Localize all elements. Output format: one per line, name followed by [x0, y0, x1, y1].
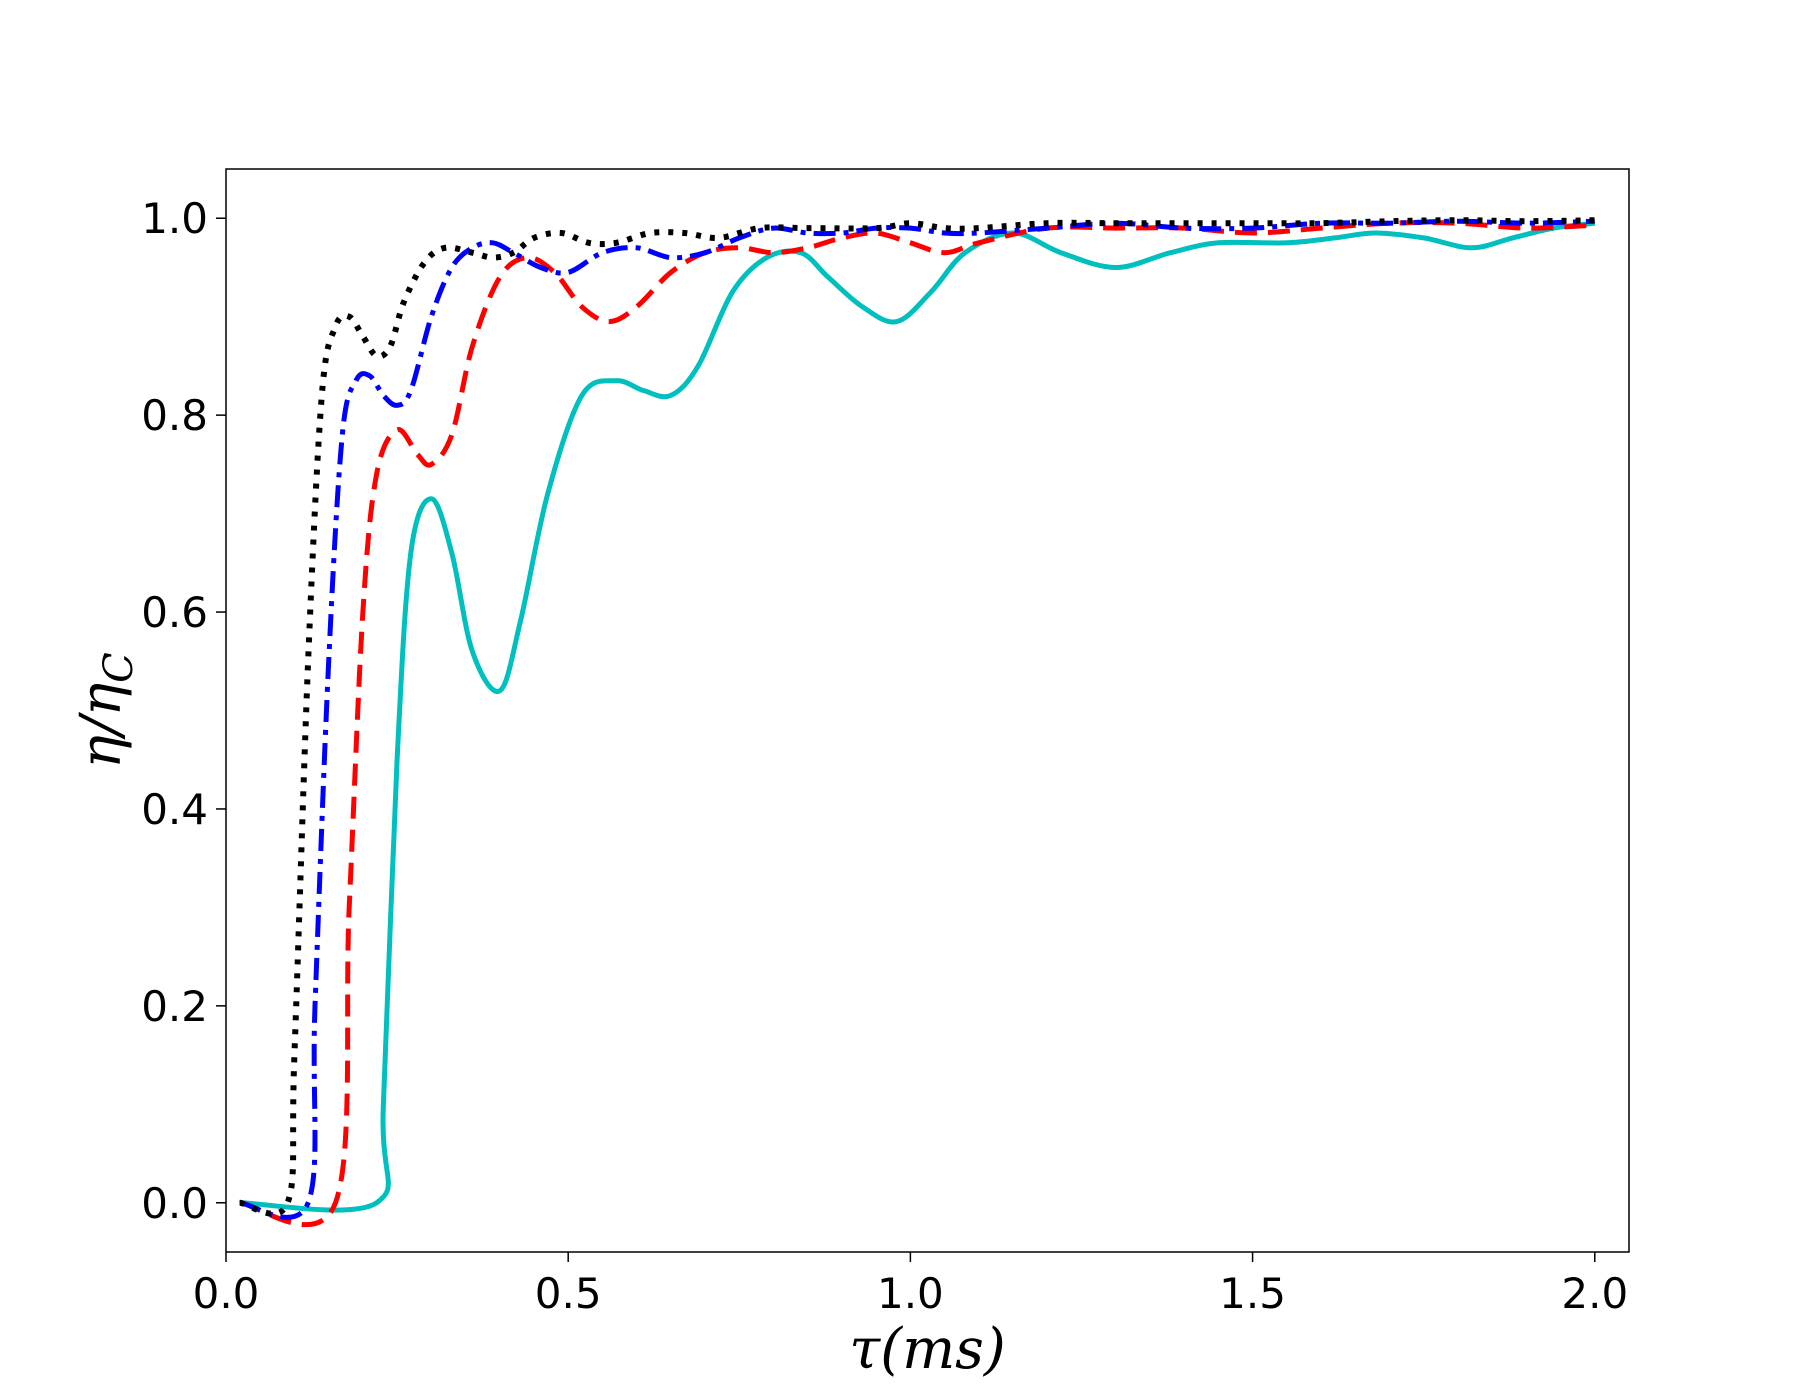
series-line-1 [239, 220, 1596, 1213]
series-line-4 [239, 217, 1595, 1217]
series-line-3 [239, 218, 1595, 1220]
x-tick-label: 2.0 [1561, 1269, 1628, 1318]
y-axis-label: η/ηC [69, 652, 142, 769]
y-tick-label: 0.0 [141, 1179, 208, 1228]
y-tick-label: 0.2 [141, 982, 208, 1031]
y-tick-label: 0.4 [141, 785, 208, 834]
plot-frame [225, 168, 1630, 1253]
y-tick-label: 0.6 [141, 588, 208, 637]
x-tick-label: 0.0 [193, 1269, 260, 1318]
x-tick-label: 1.5 [1219, 1269, 1286, 1318]
y-tick-label: 1.0 [141, 194, 208, 243]
y-tick-label: 0.8 [141, 391, 208, 440]
series-line-2 [239, 220, 1595, 1228]
x-axis: 0.0 0.5 1.0 1.5 2.0 [193, 1252, 1628, 1318]
y-axis: 0.0 0.2 0.4 0.6 0.8 1.0 [141, 194, 226, 1228]
x-tick-label: 0.5 [535, 1269, 602, 1318]
x-tick-label: 1.0 [877, 1269, 944, 1318]
y-axis-label-subscript: C [96, 652, 142, 683]
plot-lines [239, 217, 1596, 1228]
y-axis-label-main: η/η [69, 683, 134, 769]
x-axis-label: τ(ms) [849, 1317, 1006, 1382]
